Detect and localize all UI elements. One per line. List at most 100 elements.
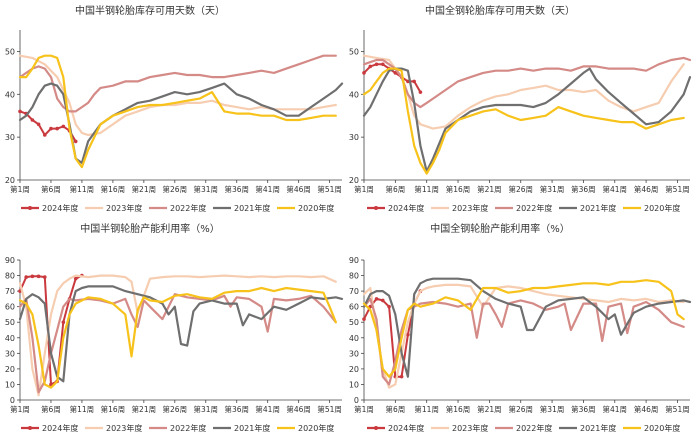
- y-tick-label: 30: [349, 349, 359, 358]
- series-point-2024: [374, 297, 379, 301]
- series-point-2024: [362, 317, 366, 321]
- series-point-2024: [61, 124, 66, 129]
- chart-title: 中国全钢轮胎库存可用天数（天）: [425, 4, 575, 17]
- x-tick-label: 第51周: [317, 404, 342, 414]
- series-point-2024: [42, 133, 47, 137]
- legend-label-2024: 2024年度: [388, 423, 424, 433]
- x-tick-label: 第6周: [41, 404, 61, 414]
- x-tick-label: 第36周: [224, 404, 249, 414]
- y-tick-label: 40: [5, 90, 15, 99]
- series-point-2024: [362, 71, 366, 75]
- x-tick-label: 第36周: [571, 184, 596, 194]
- x-tick-label: 第31周: [193, 404, 218, 414]
- series-line-2021: [362, 277, 692, 378]
- x-tick-label: 第36周: [571, 404, 596, 414]
- x-tick-label: 第21周: [477, 184, 502, 194]
- x-tick-label: 第51周: [665, 184, 690, 194]
- x-tick-label: 第46周: [286, 404, 311, 414]
- y-tick-label: 40: [349, 334, 359, 343]
- x-tick-label: 第41周: [602, 184, 627, 194]
- series-line-2022: [362, 56, 692, 109]
- y-tick-label: 30: [349, 133, 359, 142]
- legend-label-2020: 2020年度: [298, 423, 334, 433]
- legend-label-2024: 2024年度: [42, 423, 78, 433]
- x-tick-label: 第16周: [101, 404, 126, 414]
- series-point-2024: [42, 275, 47, 279]
- series-line-2022: [362, 297, 685, 386]
- y-tick-label: 10: [349, 380, 359, 389]
- x-tick-label: 第21周: [477, 404, 502, 414]
- series-point-2024: [387, 304, 391, 309]
- series-point-2024: [73, 139, 78, 144]
- y-tick-label: 70: [5, 287, 15, 296]
- x-tick-label: 第46周: [286, 184, 311, 194]
- x-tick-label: 第36周: [224, 184, 249, 194]
- legend-label-2021: 2021年度: [580, 423, 616, 433]
- series-line-2020: [18, 54, 337, 169]
- x-tick-label: 第46周: [634, 184, 659, 194]
- legend-label-2023: 2023年度: [452, 203, 488, 213]
- y-tick-label: 80: [349, 272, 359, 281]
- series-point-2024: [399, 374, 404, 379]
- series-line-2023: [362, 283, 685, 389]
- series-point-2024: [24, 275, 28, 279]
- x-tick-label: 第41周: [255, 184, 280, 194]
- y-tick-label: 90: [5, 256, 15, 265]
- y-tick-label: 20: [349, 176, 359, 185]
- y-tick-label: 70: [349, 287, 359, 296]
- chart-panel-3: 中国半钢轮胎产能利用率（%）0102030405060708090第1周 第6周第…: [5, 222, 344, 433]
- legend-marker-2024: [374, 426, 378, 430]
- x-tick-label: 第26周: [508, 184, 533, 194]
- series-line-2022: [18, 54, 337, 113]
- series-point-2024: [418, 90, 423, 94]
- x-tick-label: 第31周: [540, 404, 565, 414]
- x-tick-label: 第41周: [602, 404, 627, 414]
- y-tick-label: 50: [349, 47, 359, 56]
- chart-panel-2: 中国全钢轮胎库存可用天数（天） 20 30 40 50 第1周 第6周 第11周 第16周 第21…: [349, 4, 692, 213]
- series-point-2024: [393, 71, 398, 75]
- series-point-2024: [381, 298, 385, 303]
- legend-marker-2024: [28, 426, 32, 430]
- series-point-2024: [73, 276, 78, 281]
- x-tick-label: 第46周: [634, 404, 659, 414]
- series-line-2022: [18, 293, 337, 394]
- chart-panel-4: 中国全钢轮胎产能利用率（%）0102030405060708090第1周 第6周第…: [349, 222, 692, 433]
- legend-label-2021: 2021年度: [580, 203, 616, 213]
- series-point-2024: [36, 274, 41, 279]
- y-tick-label: 20: [5, 365, 15, 374]
- y-tick-label: 30: [5, 349, 15, 358]
- legend-label-2020: 2020年度: [298, 203, 334, 213]
- series-point-2024: [374, 62, 379, 67]
- x-tick-label: 第26周: [508, 404, 533, 414]
- series-point-2024: [36, 122, 41, 127]
- legend-label-2020: 2020年度: [644, 203, 680, 213]
- y-tick-label: 0: [10, 396, 15, 405]
- series-point-2024: [49, 126, 53, 131]
- legend-label-2023: 2023年度: [106, 423, 142, 433]
- legend-label-2022: 2022年度: [170, 423, 206, 433]
- x-tick-label: 第11周: [70, 184, 95, 194]
- legend-label-2024: 2024年度: [42, 203, 78, 213]
- legend-label-2020: 2020年度: [644, 423, 680, 433]
- series-point-2024: [61, 320, 66, 325]
- y-tick-label: 40: [5, 334, 15, 343]
- series-line-2024: [19, 110, 77, 143]
- x-tick-label: 第51周: [665, 404, 690, 414]
- legend-label-2022: 2022年度: [170, 203, 206, 213]
- y-tick-label: 50: [5, 318, 15, 327]
- series-point-2024: [30, 118, 35, 122]
- x-tick-label: 第26周: [163, 404, 188, 414]
- legend-label-2022: 2022年度: [516, 203, 552, 213]
- y-tick-label: 60: [5, 303, 15, 312]
- legend-label-2021: 2021年度: [234, 423, 270, 433]
- chart-title: 中国半钢轮胎产能利用率（%）: [80, 222, 220, 235]
- series-line-2020: [362, 279, 685, 378]
- series-point-2024: [381, 62, 385, 67]
- y-tick-label: 40: [349, 90, 359, 99]
- x-tick-label: 第21周: [132, 184, 157, 194]
- series-line-2020: [362, 67, 685, 175]
- x-tick-label: 第1周: [10, 184, 30, 194]
- series-point-2024: [368, 64, 373, 69]
